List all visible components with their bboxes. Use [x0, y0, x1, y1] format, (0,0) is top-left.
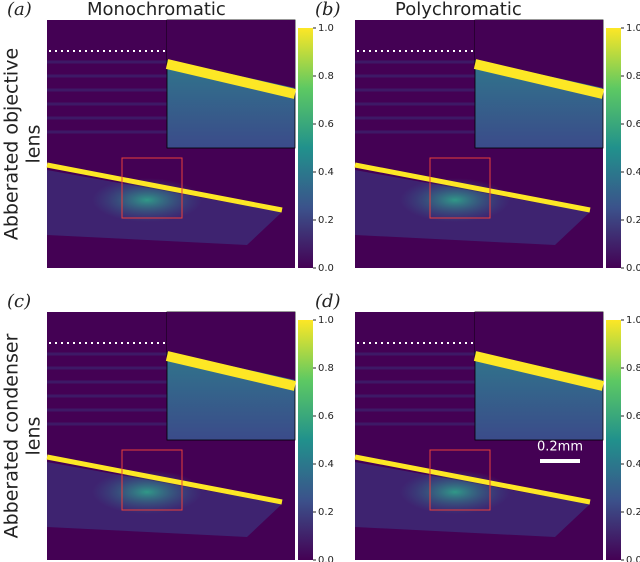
panel: 0.0 0.2 0.4 0.6 0.8 1.0 (d)	[315, 291, 640, 562]
inset-dark	[167, 20, 295, 88]
inset-dark	[475, 312, 603, 380]
colorbar	[298, 28, 313, 268]
colorbar-tick-label: 0.0	[318, 263, 334, 274]
colorbar	[606, 28, 621, 268]
panel-label: (c)	[7, 291, 31, 312]
scale-bar-label: 0.2mm	[537, 440, 583, 455]
image-surface	[46, 162, 283, 213]
inset-surface	[473, 59, 605, 99]
colorbar-tick-label: 0.0	[626, 555, 640, 562]
panel: 0.0 0.2 0.4 0.6 0.8 1.0 (a) Monochromatic	[7, 0, 334, 274]
panel-title: Polychromatic	[395, 0, 522, 20]
colorbar-tick-label: 0.8	[318, 71, 334, 82]
panel-title: Monochromatic	[87, 0, 226, 20]
colorbar-tick-label: 0.2	[626, 215, 640, 226]
panel: 0.0 0.2 0.4 0.6 0.8 1.0 (c)	[7, 291, 334, 562]
colorbar-tick-label: 0.8	[626, 71, 640, 82]
colorbar-tick-label: 0.6	[626, 119, 640, 130]
image-surface	[354, 454, 591, 505]
panel-label: (a)	[7, 0, 32, 20]
zoom-box	[429, 157, 491, 219]
colorbar-tick-label: 0.0	[318, 555, 334, 562]
inset-dark	[167, 312, 295, 380]
row-label: lens	[23, 125, 45, 164]
colorbar-tick-label: 1.0	[318, 315, 334, 326]
colorbar-tick-label: 0.2	[318, 215, 334, 226]
panel-label: (b)	[315, 0, 341, 20]
image-surface	[354, 162, 591, 213]
colorbar-tick-label: 0.0	[626, 263, 640, 274]
colorbar-tick-label: 0.6	[318, 119, 334, 130]
colorbar-tick-label: 0.2	[318, 507, 334, 518]
row-label: Abberated condenser	[1, 333, 23, 538]
zoom-box	[429, 449, 491, 511]
colorbar-tick-label: 0.6	[318, 411, 334, 422]
colorbar-tick-label: 0.6	[626, 411, 640, 422]
colorbar-tick-label: 0.4	[318, 459, 334, 470]
row-label: Abberated objective	[1, 48, 23, 240]
inset-surface	[473, 351, 605, 391]
colorbar	[606, 320, 621, 560]
colorbar	[298, 320, 313, 560]
colorbar-tick-label: 1.0	[626, 23, 640, 34]
panel-label: (d)	[315, 291, 341, 312]
inset-surface	[165, 59, 297, 99]
image-surface	[46, 454, 283, 505]
zoom-box	[121, 157, 183, 219]
row-label: lens	[23, 417, 45, 456]
colorbar-tick-label: 0.4	[626, 167, 640, 178]
colorbar-tick-label: 1.0	[318, 23, 334, 34]
colorbar-tick-label: 1.0	[626, 315, 640, 326]
inset-surface	[165, 351, 297, 391]
colorbar-tick-label: 0.8	[626, 363, 640, 374]
panel: 0.0 0.2 0.4 0.6 0.8 1.0 (b) Polychromatic	[315, 0, 640, 274]
inset-dark	[475, 20, 603, 88]
colorbar-tick-label: 0.8	[318, 363, 334, 374]
colorbar-tick-label: 0.4	[626, 459, 640, 470]
colorbar-tick-label: 0.4	[318, 167, 334, 178]
zoom-box	[121, 449, 183, 511]
colorbar-tick-label: 0.2	[626, 507, 640, 518]
